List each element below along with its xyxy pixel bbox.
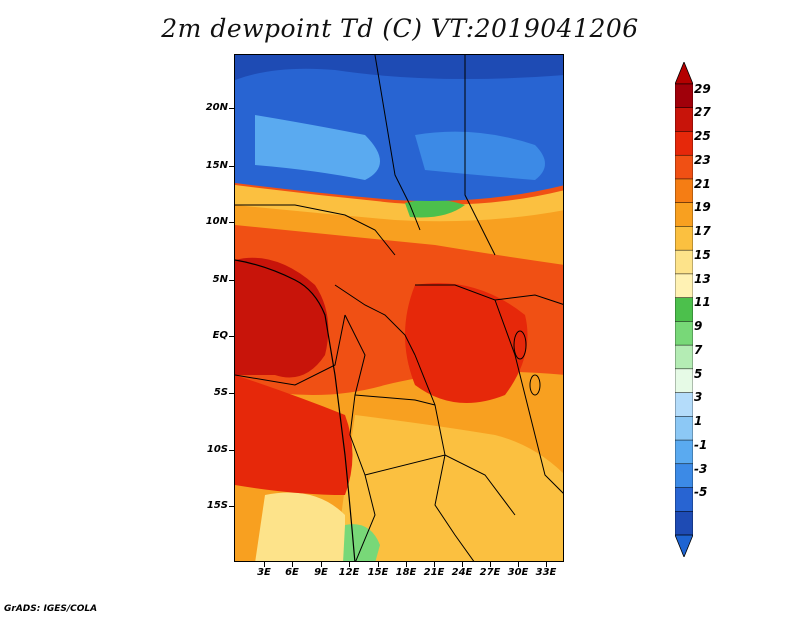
colorbar-swatch xyxy=(674,463,694,489)
field-sahel-yellow xyxy=(235,185,563,222)
lat-tick xyxy=(229,166,234,167)
field-sahara-lightblue xyxy=(255,115,380,180)
field-sahara-darkblue xyxy=(235,55,563,80)
lon-tick xyxy=(321,562,322,567)
lat-label: 5N xyxy=(212,274,228,285)
colorbar-swatch xyxy=(674,392,694,418)
colorbar-swatch xyxy=(674,202,694,228)
lon-label: 33E xyxy=(535,567,557,578)
colorbar-label: -1 xyxy=(694,437,708,452)
colorbar-label: 17 xyxy=(694,224,711,239)
colorbar-label: 21 xyxy=(694,176,711,191)
field-south-pale xyxy=(255,492,345,561)
colorbar-swatch xyxy=(674,416,694,441)
colorbar-swatch xyxy=(674,249,694,275)
map-title: 2m dewpoint Td (C) VT:2019041206 xyxy=(161,14,639,43)
colorbar-swatch xyxy=(674,273,694,299)
field-green-2 xyxy=(405,199,465,218)
colorbar-label: 7 xyxy=(694,342,703,357)
colorbar-swatch xyxy=(674,487,694,513)
colorbar-swatch xyxy=(674,511,694,536)
lon-label: 24E xyxy=(451,567,473,578)
lat-tick xyxy=(229,506,234,507)
lat-tick xyxy=(229,336,234,337)
field-atlantic-red xyxy=(235,375,353,495)
colorbar-label: 1 xyxy=(694,414,703,429)
lon-label: 3E xyxy=(257,567,271,578)
colorbar-label: -5 xyxy=(694,485,708,500)
colorbar-swatch xyxy=(674,131,694,156)
lon-tick xyxy=(462,562,463,567)
lon-tick xyxy=(378,562,379,567)
lon-label: 6E xyxy=(285,567,299,578)
lon-label: 27E xyxy=(479,567,501,578)
lon-label: 18E xyxy=(395,567,417,578)
colorbar-label: -3 xyxy=(694,461,708,476)
colorbar-swatch xyxy=(674,368,694,394)
lake-malawi xyxy=(529,374,541,396)
lon-tick xyxy=(546,562,547,567)
lat-tick xyxy=(229,280,234,281)
colorbar-label: 9 xyxy=(694,319,703,334)
lat-label: 15S xyxy=(206,500,228,511)
coastline xyxy=(235,259,356,561)
lat-label: 10S xyxy=(206,444,228,455)
colorbar-swatch xyxy=(674,344,694,370)
lon-label: 15E xyxy=(367,567,389,578)
lake-tanganyika xyxy=(513,330,527,360)
colorbar-swatch xyxy=(674,297,694,323)
dewpoint-map xyxy=(234,54,564,562)
lon-tick xyxy=(406,562,407,567)
colorbar-swatch xyxy=(674,226,694,251)
colorbar xyxy=(674,60,694,559)
lon-label: 30E xyxy=(507,567,529,578)
lat-tick xyxy=(229,393,234,394)
lon-label: 21E xyxy=(423,567,445,578)
field-gulf-deepred xyxy=(235,257,329,378)
colorbar-swatch xyxy=(674,178,694,204)
lat-label: 5S xyxy=(213,387,228,398)
colorbar-top-arrow xyxy=(674,60,694,85)
lon-tick xyxy=(490,562,491,567)
lat-label: 20N xyxy=(205,102,228,113)
lon-tick xyxy=(518,562,519,567)
colorbar-label: 11 xyxy=(694,295,711,310)
field-south-light xyxy=(335,415,563,561)
colorbar-swatch xyxy=(674,107,694,133)
country-borders xyxy=(235,55,563,561)
field-sahara-midblue xyxy=(415,131,545,180)
footer-credit: GrADS: IGES/COLA xyxy=(4,604,98,614)
lon-label: 9E xyxy=(314,567,328,578)
colorbar-label: 23 xyxy=(694,152,711,167)
colorbar-label: 3 xyxy=(694,390,703,405)
colorbar-label: 19 xyxy=(694,200,711,215)
lat-label: EQ xyxy=(212,330,228,341)
colorbar-swatch xyxy=(674,439,694,465)
lat-tick xyxy=(229,222,234,223)
colorbar-label: 29 xyxy=(694,81,711,96)
colorbar-label: 15 xyxy=(694,247,711,262)
colorbar-label: 27 xyxy=(694,105,711,120)
lat-label: 15N xyxy=(205,160,228,171)
lon-tick xyxy=(434,562,435,567)
lon-tick xyxy=(292,562,293,567)
lon-label: 12E xyxy=(338,567,360,578)
colorbar-swatch xyxy=(674,154,694,180)
lat-tick xyxy=(229,450,234,451)
lon-tick xyxy=(264,562,265,567)
colorbar-label: 13 xyxy=(694,271,711,286)
lat-tick xyxy=(229,108,234,109)
colorbar-swatch xyxy=(674,321,694,346)
lat-label: 10N xyxy=(205,216,228,227)
colorbar-label: 5 xyxy=(694,366,703,381)
colorbar-swatch xyxy=(674,83,694,109)
colorbar-bottom-arrow xyxy=(674,534,694,559)
field-central-red xyxy=(405,283,528,403)
colorbar-label: 25 xyxy=(694,129,711,144)
lon-tick xyxy=(349,562,350,567)
